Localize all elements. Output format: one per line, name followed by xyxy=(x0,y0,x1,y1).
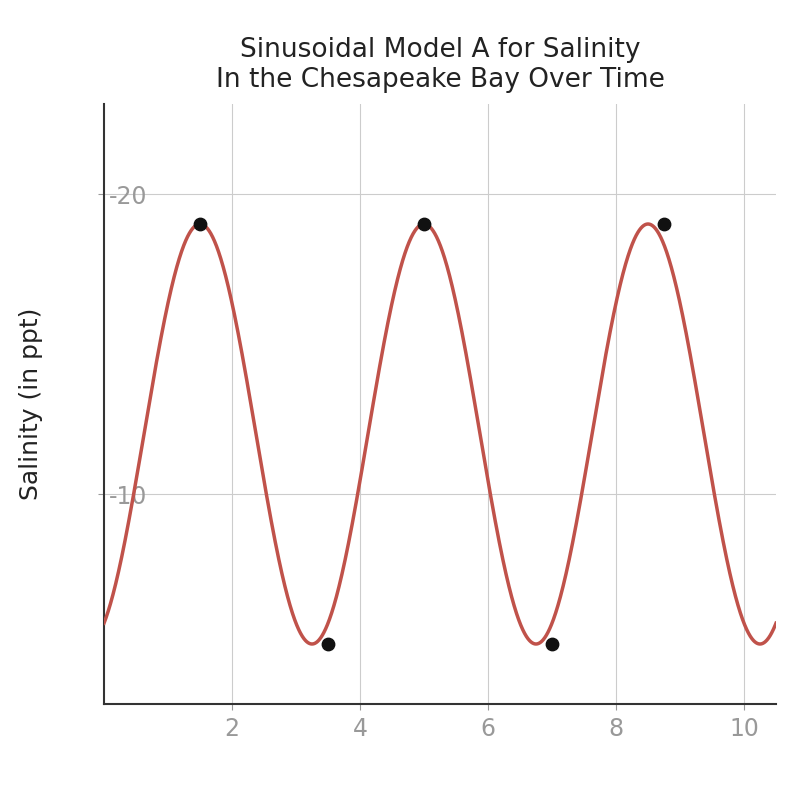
Point xyxy=(658,218,670,230)
Title: Sinusoidal Model A for Salinity
In the Chesapeake Bay Over Time: Sinusoidal Model A for Salinity In the C… xyxy=(215,38,665,94)
Point xyxy=(194,218,206,230)
Y-axis label: Salinity (in ppt): Salinity (in ppt) xyxy=(19,308,43,500)
Point xyxy=(418,218,430,230)
Point xyxy=(546,638,558,650)
Point xyxy=(322,638,334,650)
